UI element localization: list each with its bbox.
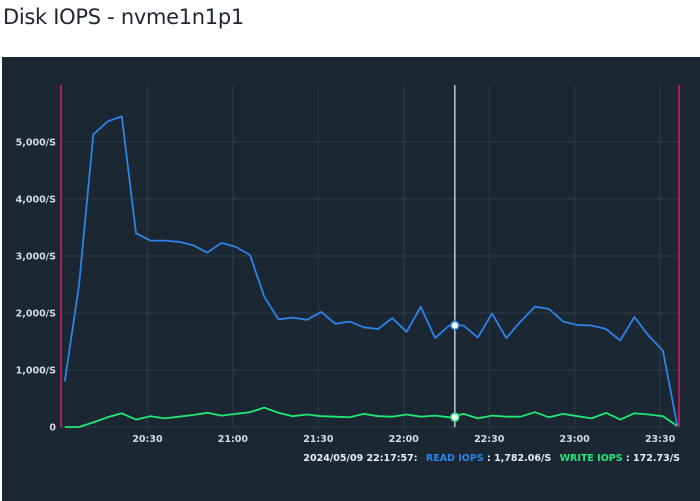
series-line-read-iops	[63, 115, 679, 426]
readout-timestamp: 2024/05/09 22:17:57:	[303, 453, 417, 464]
readout-read-label: READ IOPS	[426, 453, 484, 464]
cursor-write-point	[450, 412, 460, 422]
readout-write-label: WRITE IOPS	[560, 453, 623, 464]
y-tick-label: 0	[49, 423, 56, 434]
x-tick-label: 22:30	[474, 434, 505, 445]
x-tick-label: 21:30	[303, 434, 334, 445]
x-tick-label: 22:00	[389, 434, 420, 445]
hover-cursor	[450, 85, 460, 427]
x-tick-label: 21:00	[218, 434, 249, 445]
x-tick-label: 23:30	[645, 434, 676, 445]
cursor-read-point	[450, 320, 460, 331]
hover-readout: 2024/05/09 22:17:57: READ IOPS : 1,782.0…	[303, 453, 680, 464]
chart-panel[interactable]: 0 1,000/S 2,000/S 3,000/S 4,000/S 5,000/S 20:…	[2, 57, 700, 501]
y-axis-ticks: 0 1,000/S 2,000/S 3,000/S 4,000/S 5,000/S	[16, 138, 57, 434]
readout-write-value: : 172.73/S	[626, 453, 680, 464]
series-line-write-iops	[64, 406, 678, 428]
x-axis-ticks: 20:30 21:00 21:30 22:00 22:30 23:00 23:30	[132, 434, 675, 445]
grid-lines	[62, 85, 680, 428]
y-tick-label: 2,000/S	[16, 309, 57, 320]
x-tick-label: 23:00	[560, 434, 591, 445]
y-tick-label: 3,000/S	[16, 252, 57, 263]
y-tick-label: 5,000/S	[16, 138, 57, 149]
range-boundaries	[60, 85, 680, 427]
y-tick-label: 1,000/S	[16, 366, 57, 377]
y-tick-label: 4,000/S	[16, 195, 57, 206]
iops-chart[interactable]: 0 1,000/S 2,000/S 3,000/S 4,000/S 5,000/S 20:…	[2, 57, 700, 501]
readout-read-value: : 1,782.06/S	[487, 453, 551, 464]
page-title: Disk IOPS - nvme1n1p1	[3, 5, 244, 29]
series-lines	[63, 115, 679, 428]
x-tick-label: 20:30	[132, 434, 163, 445]
